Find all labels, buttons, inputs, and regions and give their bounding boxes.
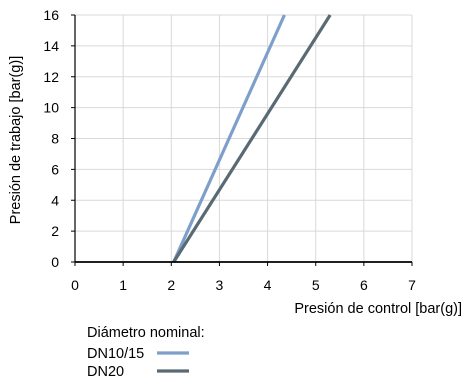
x-tick-label-1: 1 — [119, 277, 127, 293]
x-tick-label-7: 7 — [408, 277, 416, 293]
y-tick-label-6: 12 — [43, 69, 59, 85]
legend-label-0: DN10/15 — [87, 346, 144, 362]
grid-layer — [75, 14, 413, 262]
y-tick-label-8: 16 — [43, 7, 59, 23]
y-tick-label-0: 0 — [51, 254, 59, 270]
x-tick-label-4: 4 — [264, 277, 272, 293]
x-axis-title: Presión de control [bar(g)] — [294, 301, 462, 317]
x-tick-label-5: 5 — [312, 277, 320, 293]
y-tick-label-1: 2 — [51, 223, 59, 239]
y-axis-title: Presión de trabajo [bar(g)] — [8, 56, 24, 224]
y-tick-label-5: 10 — [43, 100, 59, 116]
x-tick-label-2: 2 — [167, 277, 175, 293]
x-tick-label-3: 3 — [216, 277, 224, 293]
series-line-0 — [172, 14, 286, 263]
y-tick-label-2: 4 — [51, 192, 59, 208]
series-layer — [172, 14, 332, 263]
axis-layer — [71, 14, 413, 266]
legend-label-1: DN20 — [87, 364, 124, 380]
y-tick-label-7: 14 — [43, 38, 59, 54]
x-tick-label-6: 6 — [360, 277, 368, 293]
y-tick-label-4: 8 — [51, 131, 59, 147]
legend: Diámetro nominal: DN10/15 DN20 — [87, 325, 205, 380]
legend-items: DN10/15 DN20 — [87, 346, 189, 380]
series-line-1 — [172, 14, 332, 263]
x-tick-label-0: 0 — [71, 277, 79, 293]
y-tick-label-3: 6 — [51, 161, 59, 177]
legend-title: Diámetro nominal: — [87, 325, 205, 341]
